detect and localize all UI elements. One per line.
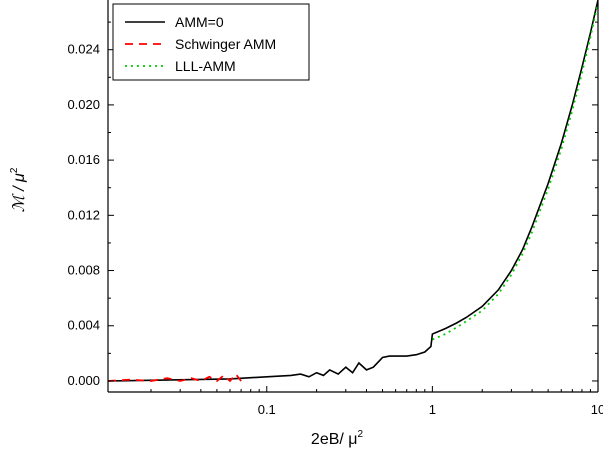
y-axis-title-sup: 2 xyxy=(9,167,20,173)
x-axis-title-sup: 2 xyxy=(358,429,364,440)
y-axis-title-text: ℳ / μ xyxy=(11,173,28,212)
x-tick-label: 1 xyxy=(429,402,436,417)
legend-label: AMM=0 xyxy=(175,14,224,30)
x-axis-title-text: 2eB/ μ xyxy=(311,431,358,448)
y-axis-title: ℳ / μ2 xyxy=(9,167,28,212)
x-axis-title: 2eB/ μ2 xyxy=(311,429,364,448)
legend-label: LLL-AMM xyxy=(175,58,236,74)
x-tick-label: 0.1 xyxy=(258,402,276,417)
legend-box xyxy=(112,3,310,81)
ticks-group: 0.000 0.004 0.008 0.012 0.016 0.020 0.024 0.1 1 1… xyxy=(67,21,603,417)
legend: AMM=0 Schwinger AMM LLL-AMM xyxy=(112,3,310,81)
y-tick-label: 0.016 xyxy=(67,152,100,167)
axes-group xyxy=(107,0,599,393)
y-tick-label: 0.020 xyxy=(67,97,100,112)
y-tick-label: 0.000 xyxy=(67,373,100,388)
x-tick-label: 10 xyxy=(591,402,603,417)
legend-label: Schwinger AMM xyxy=(175,36,276,52)
y-tick-label: 0.008 xyxy=(67,263,100,278)
series-group xyxy=(108,0,598,383)
series-line-amm-0 xyxy=(108,0,598,382)
y-tick-label: 0.024 xyxy=(67,42,100,57)
y-tick-label: 0.012 xyxy=(67,207,100,222)
series-line-schwinger-amm xyxy=(108,372,242,383)
series-line-lll-amm xyxy=(432,2,598,341)
y-tick-label: 0.004 xyxy=(67,318,100,333)
